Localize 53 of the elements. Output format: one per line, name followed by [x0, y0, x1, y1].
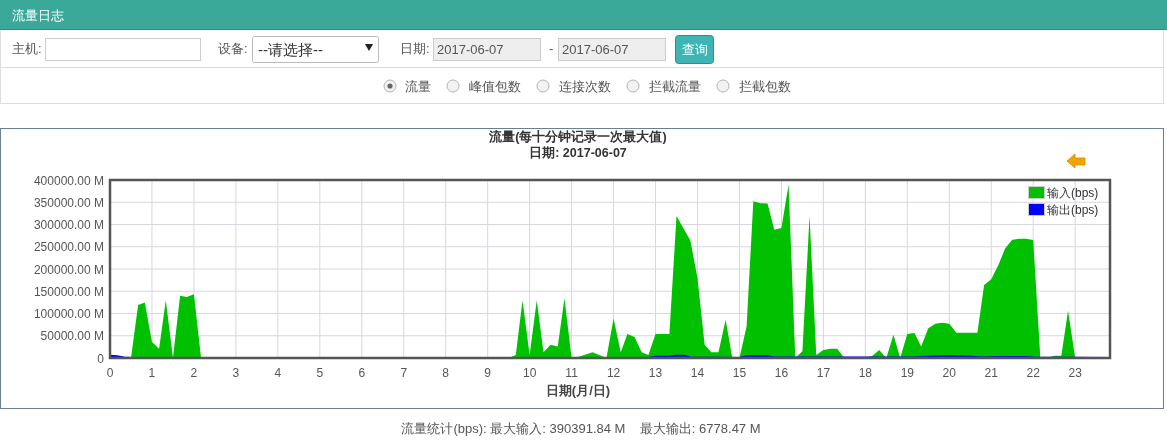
y-tick-label: 300000.00 M [33, 218, 104, 232]
x-tick-label: 21 [984, 366, 999, 380]
x-tick-label: 4 [274, 366, 282, 380]
x-tick-label: 16 [774, 366, 789, 380]
y-tick-label: 350000.00 M [33, 195, 104, 210]
chart-title: 流量(每十分钟记录一次最大值) [488, 129, 667, 144]
x-tick-label: 12 [606, 366, 621, 380]
text: 流量统计(bps): 最大输入: 390391.84 M 最大输出: 6778.47 M [401, 421, 761, 436]
y-tick-label: 200000.00 M [33, 262, 104, 277]
text: 峰值包数 [469, 79, 521, 94]
x-tick-label: 6 [358, 366, 366, 380]
y-tick-label: 100000.00 M [33, 307, 104, 321]
x-tick-label: 9 [484, 366, 492, 380]
x-tick-label: 0 [106, 366, 114, 380]
x-tick-label: 14 [690, 366, 705, 380]
text: 日期: [400, 41, 430, 56]
x-tick-label: 10 [522, 366, 537, 380]
x-tick-label: 19 [900, 366, 915, 380]
x-tick-label: 23 [1068, 366, 1083, 380]
x-tick-label: 11 [565, 366, 579, 380]
x-tick-label: 1 [148, 366, 156, 380]
x-axis-title: 日期(月/日) [545, 383, 611, 398]
x-tick-label: 20 [942, 366, 957, 380]
chart-subtitle: 日期: 2017-06-07 [529, 146, 627, 160]
text: 拦截包数 [739, 79, 791, 94]
text: 连接次数 [559, 79, 611, 94]
y-tick-label: 250000.00 M [33, 240, 104, 255]
text: 查询 [681, 42, 708, 57]
x-tick-label: 7 [400, 366, 408, 380]
x-tick-label: 3 [232, 366, 240, 380]
text: - [549, 41, 554, 56]
text: 2017-06-07 [437, 42, 504, 57]
y-tick-label: 150000.00 M [33, 284, 104, 299]
legend-label: 输出(bps) [1047, 203, 1099, 217]
text: 拦截流量 [649, 79, 701, 94]
x-tick-label: 8 [442, 366, 450, 380]
x-tick-label: 17 [816, 366, 831, 380]
y-tick-label: 400000.00 M [33, 173, 104, 188]
x-tick-label: 18 [858, 366, 873, 380]
x-tick-label: 13 [648, 366, 663, 380]
x-tick-label: 22 [1026, 366, 1041, 380]
text: 2017-06-07 [562, 42, 629, 57]
legend-label: 输入(bps) [1047, 186, 1099, 200]
y-tick-label: 0 [97, 351, 105, 366]
text: --请选择-- [258, 41, 323, 58]
text: 主机: [12, 41, 42, 56]
x-tick-label: 5 [316, 366, 324, 380]
text: 设备: [218, 41, 248, 56]
x-tick-label: 15 [732, 366, 747, 380]
text: 流量日志 [12, 8, 64, 23]
text: 流量 [405, 79, 431, 94]
x-tick-label: 2 [190, 366, 198, 380]
y-tick-label: 50000.00 M [40, 329, 104, 344]
